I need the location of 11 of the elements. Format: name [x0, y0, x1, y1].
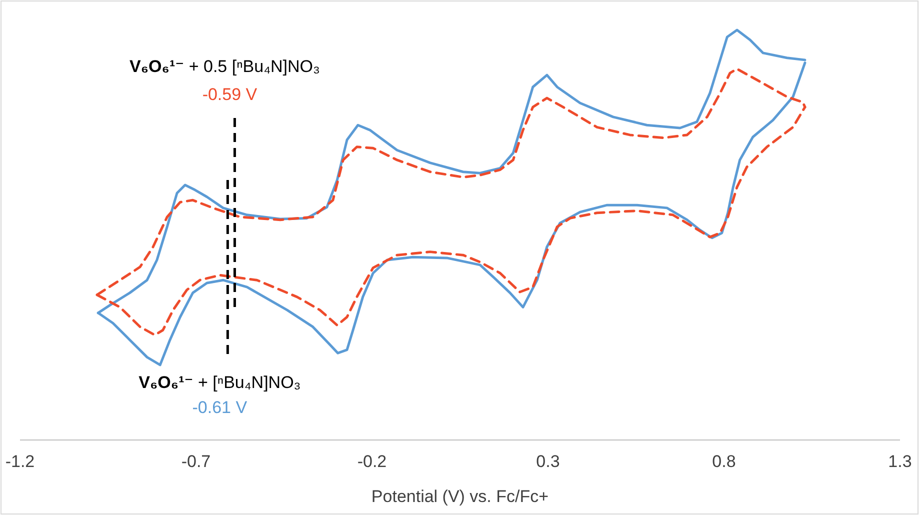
x-tick-label: -0.7: [181, 452, 211, 471]
x-tick-label: 1.3: [888, 452, 912, 471]
x-tick-label: 0.3: [536, 452, 560, 471]
ref-line-label: -0.59 V: [202, 85, 258, 104]
x-tick-label: -0.2: [357, 452, 387, 471]
annotation: V₆O₆¹⁻ + [ⁿBu₄N]NO₃: [138, 373, 301, 392]
x-axis-title: Potential (V) vs. Fc/Fc+: [371, 487, 549, 506]
x-tick-label: 0.8: [712, 452, 736, 471]
annotation: V₆O₆¹⁻ + 0.5 [ⁿBu₄N]NO₃: [129, 57, 320, 76]
ref-line-label: -0.61 V: [192, 398, 248, 417]
x-tick-label: -1.2: [5, 452, 35, 471]
